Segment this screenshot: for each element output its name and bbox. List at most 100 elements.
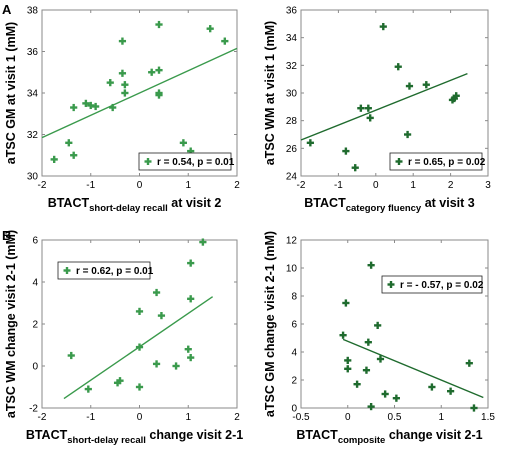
- data-point: [422, 81, 430, 89]
- legend-box: [57, 261, 151, 280]
- regression-line: [342, 338, 484, 399]
- data-point: [381, 390, 389, 398]
- data-point: [172, 362, 180, 370]
- data-point: [376, 355, 385, 363]
- data-point: [405, 82, 414, 90]
- y-tick-label: 32: [27, 130, 39, 141]
- x-tick-label: -1: [86, 180, 95, 191]
- data-point: [452, 92, 460, 100]
- data-point: [121, 89, 129, 97]
- x-axis-label: BTACTcomposite change visit 2-1: [296, 428, 482, 446]
- data-point: [135, 307, 144, 315]
- data-point: [67, 351, 75, 360]
- x-axis-label: BTACTcategory fluency at visit 3: [304, 196, 474, 214]
- data-point: [70, 151, 78, 159]
- data-point: [118, 37, 127, 45]
- data-point: [465, 359, 473, 367]
- data-point: [394, 63, 402, 71]
- y-tick-label: 6: [32, 236, 38, 247]
- legend-label: r = 0.65, p = 0.02: [408, 157, 486, 168]
- y-tick-label: 36: [286, 6, 298, 17]
- data-point: [152, 360, 161, 368]
- legend: r = - 0.57, p = 0.02: [381, 275, 484, 294]
- legend-box: [381, 275, 483, 294]
- data-point: [306, 139, 314, 147]
- data-point: [135, 343, 144, 351]
- data-point: [221, 37, 229, 45]
- x-tick-label: 1: [438, 412, 444, 423]
- y-tick-label: 10: [286, 264, 298, 275]
- x-tick-label: 0: [373, 180, 379, 191]
- y-tick-label: 24: [286, 172, 298, 183]
- data-point: [187, 354, 195, 362]
- legend: r = 0.65, p = 0.02: [389, 152, 486, 171]
- data-point: [92, 102, 100, 111]
- data-point: [366, 114, 374, 122]
- x-tick-label: 3: [485, 180, 491, 191]
- panel-label-a: A: [2, 2, 12, 17]
- data-point: [403, 130, 412, 139]
- data-point: [206, 25, 214, 33]
- data-point: [428, 383, 436, 391]
- x-tick-label: -2: [297, 180, 306, 191]
- data-point: [70, 103, 78, 112]
- data-point: [84, 385, 92, 393]
- legend-marker: [63, 267, 71, 274]
- y-tick-label: 34: [286, 33, 298, 44]
- y-axis-label: aTSC GM at visit 1 (mM): [4, 22, 18, 164]
- y-axis-label: aTSC WM at visit 1 (mM): [263, 21, 277, 165]
- x-tick-label: 1: [185, 180, 191, 191]
- x-tick-label: 0: [345, 412, 351, 423]
- y-tick-label: 2: [291, 376, 297, 387]
- legend-label: r = 0.62, p = 0.01: [76, 266, 154, 277]
- data-point: [367, 261, 375, 269]
- y-tick-label: -2: [29, 404, 38, 415]
- x-tick-label: 0.5: [388, 412, 402, 423]
- legend-label: r = - 0.57, p = 0.02: [400, 280, 484, 291]
- x-axis-label: BTACTshort-delay recall change visit 2-1: [26, 428, 243, 446]
- y-tick-label: 30: [27, 172, 39, 183]
- y-tick-label: 0: [291, 404, 297, 415]
- data-point: [118, 69, 127, 77]
- y-tick-label: 34: [27, 89, 39, 100]
- data-point: [155, 20, 163, 29]
- data-point: [353, 380, 361, 388]
- legend: r = 0.54, p = 0.01: [138, 152, 235, 171]
- data-point: [82, 99, 90, 107]
- y-tick-label: 6: [291, 320, 297, 331]
- data-point: [374, 321, 382, 329]
- panel-label-b: B: [2, 228, 11, 243]
- y-tick-label: 36: [27, 47, 39, 58]
- y-tick-label: 4: [291, 348, 297, 359]
- data-point: [344, 356, 352, 364]
- y-tick-label: 38: [27, 6, 39, 17]
- x-tick-label: 2: [234, 180, 240, 191]
- regression-line: [41, 47, 238, 139]
- x-tick-label: -2: [38, 412, 47, 423]
- data-point: [344, 365, 352, 373]
- data-point: [135, 383, 144, 391]
- data-point: [155, 66, 163, 74]
- chart-panel-3: -2 -1 0 1 2 -2 0 2 4 6 r = 0.62, p = 0.01 BTACTshor…: [4, 230, 243, 446]
- data-point: [470, 404, 478, 412]
- legend-label: r = 0.54, p = 0.01: [157, 157, 235, 168]
- x-tick-label: 0: [137, 412, 143, 423]
- data-point: [342, 299, 350, 307]
- x-tick-label: -1: [86, 412, 95, 423]
- y-tick-label: 4: [32, 278, 38, 289]
- y-tick-label: 2: [32, 320, 38, 331]
- regression-line: [300, 72, 468, 141]
- x-tick-label: 0: [137, 180, 143, 191]
- data-point: [364, 104, 372, 112]
- data-point: [65, 139, 73, 147]
- data-point: [362, 366, 371, 374]
- legend-box: [138, 152, 232, 171]
- y-tick-label: 8: [291, 292, 297, 303]
- plot-frame: [300, 239, 489, 409]
- data-point: [199, 238, 207, 246]
- x-tick-label: 1: [185, 412, 191, 423]
- x-tick-label: -2: [38, 180, 47, 191]
- legend-marker: [395, 158, 403, 165]
